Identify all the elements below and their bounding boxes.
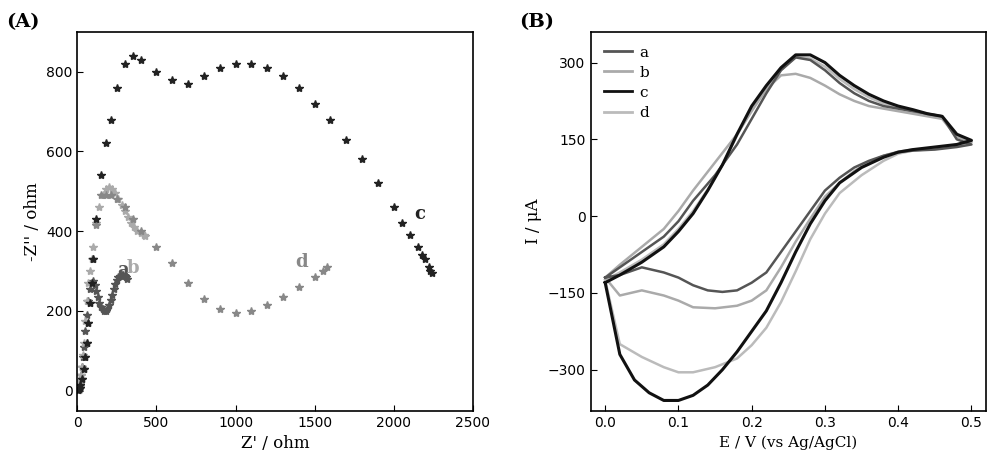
- Legend: a, b, c, d: a, b, c, d: [598, 40, 655, 126]
- Text: (B): (B): [519, 13, 554, 31]
- X-axis label: Z' / ohm: Z' / ohm: [241, 435, 309, 452]
- Y-axis label: I / μA: I / μA: [525, 199, 542, 244]
- Text: a: a: [117, 261, 128, 279]
- Text: c: c: [414, 205, 425, 223]
- Text: (A): (A): [6, 13, 40, 31]
- Text: b: b: [126, 259, 139, 277]
- Text: d: d: [296, 253, 308, 271]
- X-axis label: E / V (vs Ag/AgCl): E / V (vs Ag/AgCl): [719, 435, 857, 450]
- Y-axis label: -Z'' / ohm: -Z'' / ohm: [24, 182, 41, 260]
